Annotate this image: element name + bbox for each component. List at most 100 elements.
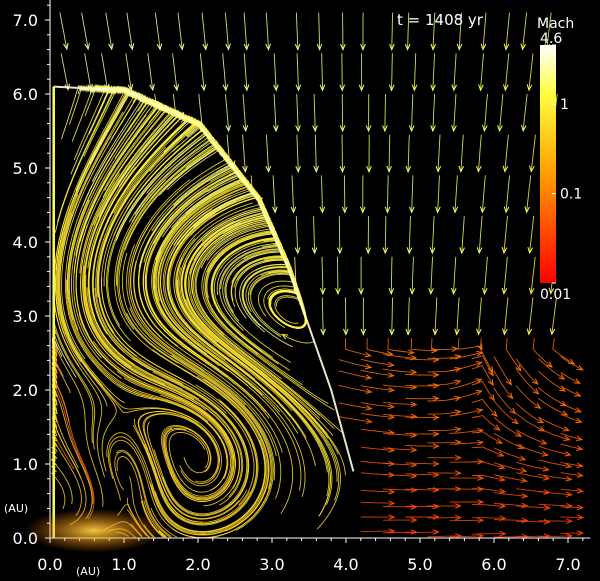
streamline	[128, 179, 246, 406]
streamline	[471, 461, 505, 469]
streamline	[427, 380, 461, 386]
x-tick-label: 0.0	[37, 555, 62, 574]
streamline	[493, 492, 528, 497]
streamline	[382, 505, 417, 508]
streamline-arrowhead	[476, 439, 485, 446]
streamline-arrowhead	[295, 84, 302, 92]
streamline	[560, 432, 583, 441]
streamline-arrowhead	[432, 529, 440, 535]
streamline	[407, 12, 410, 50]
streamline	[427, 410, 461, 415]
streamline	[177, 267, 333, 505]
streamline	[86, 287, 244, 506]
streamline	[387, 338, 414, 354]
streamline-arrowhead	[386, 165, 392, 173]
streamline	[225, 93, 230, 131]
streamline	[530, 134, 536, 172]
streamline-arrowhead	[577, 514, 585, 521]
streamline	[203, 230, 329, 404]
streamline	[338, 402, 372, 410]
streamline	[515, 385, 541, 409]
streamline	[471, 475, 505, 481]
streamline-arrowhead	[521, 493, 529, 499]
streamline-arrowhead	[108, 43, 114, 51]
colorbar-tick-label: 0.01	[540, 287, 571, 303]
streamline	[493, 356, 512, 385]
streamline	[85, 274, 243, 498]
streamline	[201, 12, 207, 50]
streamline-arrowhead	[341, 206, 348, 214]
streamline-arrowhead	[576, 488, 584, 494]
streamline	[504, 134, 509, 172]
streamline	[405, 416, 439, 419]
streamline-arrowhead	[295, 165, 301, 173]
streamline	[189, 216, 320, 419]
streamline-arrowhead	[499, 503, 507, 509]
streamline-arrowhead	[565, 475, 573, 482]
streamline-arrowhead	[340, 43, 346, 51]
streamline	[169, 196, 268, 380]
streamline	[160, 394, 232, 497]
streamline	[338, 359, 371, 368]
streamline	[224, 12, 229, 50]
streamline-arrowhead	[358, 288, 364, 296]
streamline-arrowhead	[573, 378, 581, 384]
streamline	[123, 377, 233, 499]
streamline	[360, 501, 395, 504]
streamline	[449, 409, 483, 417]
streamline	[449, 519, 483, 522]
streamline-arrowhead	[387, 387, 396, 393]
streamline	[56, 88, 133, 363]
streamline-arrowhead	[429, 247, 436, 255]
streamline	[295, 12, 299, 50]
streamline	[58, 111, 124, 387]
shell-boundary-line	[53, 85, 355, 472]
streamline	[59, 12, 68, 49]
streamline	[560, 371, 581, 384]
streamline-arrowhead	[520, 124, 527, 133]
streamline	[411, 256, 414, 294]
streamline-arrowhead	[365, 405, 373, 411]
streamline	[382, 447, 417, 451]
y-tick-label: 5.0	[13, 159, 38, 178]
streamline	[338, 216, 341, 254]
streamline	[142, 413, 248, 520]
streamline	[471, 446, 504, 457]
streamline	[529, 216, 535, 253]
streamline	[132, 398, 259, 526]
streamline-arrowhead	[410, 517, 418, 523]
streamline	[471, 504, 506, 507]
streamline	[384, 216, 387, 254]
streamline	[321, 256, 324, 294]
streamline-arrowhead	[454, 533, 462, 539]
streamline	[434, 297, 438, 335]
streamline-arrowhead	[242, 125, 249, 133]
streamline-arrowhead	[520, 477, 528, 484]
streamline	[522, 93, 528, 131]
streamline	[360, 358, 394, 366]
streamline-arrowhead	[487, 369, 494, 377]
streamline	[437, 175, 440, 213]
streamline-arrowhead	[501, 247, 508, 255]
streamline-arrowhead	[411, 84, 418, 92]
streamline	[360, 428, 394, 434]
streamline	[493, 400, 519, 424]
streamline-arrowhead	[558, 373, 566, 380]
streamline	[106, 432, 267, 533]
streamline-arrowhead	[477, 486, 485, 492]
streamline	[454, 175, 458, 213]
streamline-arrowhead	[543, 504, 551, 511]
streamline-arrowhead	[452, 206, 459, 214]
streamline	[522, 12, 528, 50]
streamline-arrowhead	[312, 125, 318, 133]
streamline-arrowhead	[243, 84, 250, 92]
streamline	[551, 297, 557, 335]
streamline-arrowhead	[435, 206, 441, 214]
streamline	[53, 92, 125, 367]
streamline-arrowhead	[365, 374, 373, 380]
streamline-arrowhead	[432, 414, 440, 421]
streamline	[162, 208, 299, 434]
streamline-arrowhead	[311, 247, 318, 255]
streamline	[84, 111, 178, 368]
